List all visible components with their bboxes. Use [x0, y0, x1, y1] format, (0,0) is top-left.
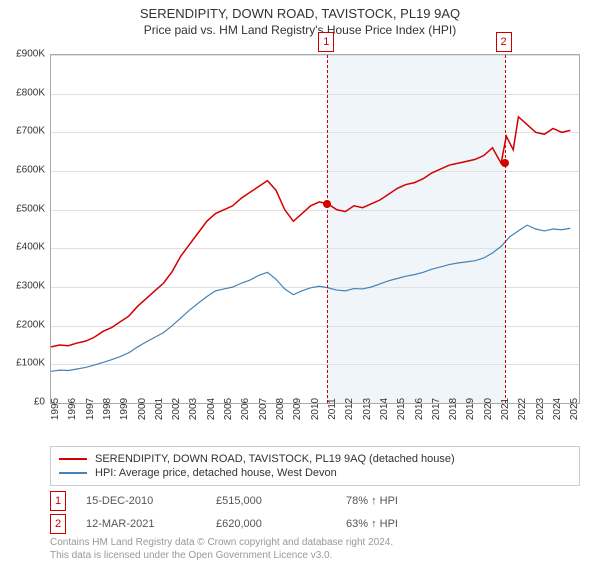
x-tick-label: 2004 — [206, 398, 217, 420]
legend: SERENDIPITY, DOWN ROAD, TAVISTOCK, PL19 … — [50, 446, 580, 486]
y-tick-label: £800K — [16, 87, 45, 98]
x-tick-label: 2019 — [465, 398, 476, 420]
transaction-price: £620,000 — [216, 518, 346, 530]
x-tick-label: 2001 — [154, 398, 165, 420]
x-tick-label: 2022 — [517, 398, 528, 420]
x-tick-label: 2016 — [414, 398, 425, 420]
x-tick-label: 2021 — [500, 398, 511, 420]
legend-label: SERENDIPITY, DOWN ROAD, TAVISTOCK, PL19 … — [95, 453, 455, 465]
y-tick-label: £300K — [16, 281, 45, 292]
y-tick-label: £700K — [16, 126, 45, 137]
transaction-marker: 2 — [50, 514, 66, 534]
x-tick-label: 2003 — [188, 398, 199, 420]
transaction-date: 12-MAR-2021 — [86, 518, 216, 530]
series-line — [51, 117, 570, 347]
footer: Contains HM Land Registry data © Crown c… — [50, 536, 393, 562]
x-tick-label: 2007 — [258, 398, 269, 420]
transaction-marker: 1 — [50, 491, 66, 511]
legend-swatch — [59, 458, 87, 460]
x-tick-label: 2025 — [569, 398, 580, 420]
legend-item: SERENDIPITY, DOWN ROAD, TAVISTOCK, PL19 … — [59, 453, 571, 465]
y-tick-label: £100K — [16, 358, 45, 369]
legend-swatch — [59, 472, 87, 474]
transaction-vs-hpi: 78% ↑ HPI — [346, 495, 476, 507]
footer-line1: Contains HM Land Registry data © Crown c… — [50, 536, 393, 549]
y-tick-label: £400K — [16, 242, 45, 253]
x-tick-label: 2020 — [483, 398, 494, 420]
x-tick-label: 2015 — [396, 398, 407, 420]
x-tick-label: 1996 — [67, 398, 78, 420]
x-tick-label: 2013 — [362, 398, 373, 420]
transaction-dot — [501, 159, 509, 167]
chart-container: SERENDIPITY, DOWN ROAD, TAVISTOCK, PL19 … — [0, 6, 600, 566]
x-tick-label: 2017 — [431, 398, 442, 420]
x-tick-label: 2023 — [535, 398, 546, 420]
x-tick-label: 2014 — [379, 398, 390, 420]
x-tick-label: 1995 — [50, 398, 61, 420]
x-tick-label: 2006 — [240, 398, 251, 420]
x-tick-label: 1998 — [102, 398, 113, 420]
footer-line2: This data is licensed under the Open Gov… — [50, 549, 393, 562]
x-tick-label: 2000 — [137, 398, 148, 420]
transaction-row: 2 12-MAR-2021£620,00063% ↑ HPI — [50, 514, 580, 534]
y-tick-label: £500K — [16, 203, 45, 214]
marker-label: 1 — [318, 32, 334, 52]
x-tick-label: 2002 — [171, 398, 182, 420]
marker-label: 2 — [496, 32, 512, 52]
x-tick-label: 2012 — [344, 398, 355, 420]
chart-area: £0£100K£200K£300K£400K£500K£600K£700K£80… — [50, 54, 580, 404]
legend-item: HPI: Average price, detached house, West… — [59, 467, 571, 479]
x-tick-label: 2008 — [275, 398, 286, 420]
y-tick-label: £900K — [16, 49, 45, 60]
x-tick-label: 2024 — [552, 398, 563, 420]
series-line — [51, 225, 570, 371]
plot-region — [50, 54, 580, 404]
legend-label: HPI: Average price, detached house, West… — [95, 467, 337, 479]
x-tick-label: 2005 — [223, 398, 234, 420]
y-tick-label: £200K — [16, 319, 45, 330]
y-tick-label: £600K — [16, 165, 45, 176]
x-tick-label: 1997 — [85, 398, 96, 420]
transaction-dot — [323, 200, 331, 208]
chart-title: SERENDIPITY, DOWN ROAD, TAVISTOCK, PL19 … — [0, 6, 600, 21]
x-tick-label: 2011 — [327, 398, 338, 420]
transaction-vs-hpi: 63% ↑ HPI — [346, 518, 476, 530]
transaction-table: 1 15-DEC-2010£515,00078% ↑ HPI 2 12-MAR-202… — [50, 488, 580, 537]
x-tick-label: 2009 — [292, 398, 303, 420]
transaction-price: £515,000 — [216, 495, 346, 507]
x-tick-label: 1999 — [119, 398, 130, 420]
transaction-date: 15-DEC-2010 — [86, 495, 216, 507]
transaction-row: 1 15-DEC-2010£515,00078% ↑ HPI — [50, 491, 580, 511]
line-series — [51, 55, 579, 403]
y-tick-label: £0 — [34, 397, 45, 408]
x-tick-label: 2018 — [448, 398, 459, 420]
x-tick-label: 2010 — [310, 398, 321, 420]
